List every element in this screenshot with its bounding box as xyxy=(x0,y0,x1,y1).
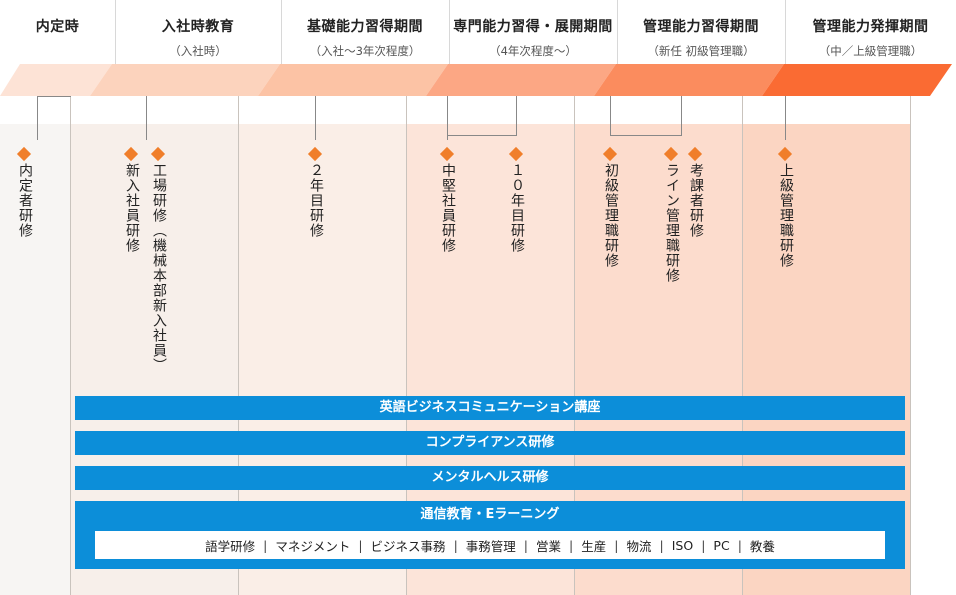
separator: | xyxy=(358,537,363,553)
column-divider xyxy=(406,96,407,595)
phase-arrow-kiso xyxy=(258,64,448,96)
phase-title: 専門能力習得・展開期間 xyxy=(453,19,613,35)
phase-arrow-kanri-shutoku xyxy=(594,64,784,96)
elearning-course-list: 語学研修 | マネジメント | ビジネス事務 | 事務管理 | 営業 | 生産 … xyxy=(95,531,885,559)
phase-title: 管理能力発揮期間 xyxy=(812,19,929,35)
separator: | xyxy=(453,537,458,553)
course-item: 事務管理 xyxy=(465,538,516,554)
leader-line xyxy=(315,96,316,140)
course-item: 語学研修 xyxy=(205,538,256,554)
bar-label: コンプライアンス研修 xyxy=(425,435,555,450)
course-item: ビジネス事務 xyxy=(370,538,446,554)
bar-elearning: 通信教育・Eラーニング 語学研修 | マネジメント | ビジネス事務 | 事務管… xyxy=(75,501,905,569)
training-shokyu: 初級管理職研修 xyxy=(603,163,619,268)
phase-arrow-nyusha xyxy=(90,64,280,96)
separator: | xyxy=(614,537,619,553)
phase-title: 管理能力習得期間 xyxy=(643,19,759,35)
phase-arrow-senmon xyxy=(426,64,616,96)
course-item: マネジメント xyxy=(275,538,351,554)
phase-header-kiso: 基礎能力習得期間 （入社～3年次程度） xyxy=(281,0,449,64)
phase-header-senmon: 専門能力習得・展開期間 （4年次程度～） xyxy=(449,0,617,64)
column-divider xyxy=(70,96,71,595)
phase-header-kanri-hakki: 管理能力発揮期間 （中／上級管理職） xyxy=(785,0,956,64)
course-item: 教養 xyxy=(749,538,775,554)
training-10nenme: １０年目研修 xyxy=(509,163,525,253)
separator: | xyxy=(569,537,574,553)
phase-subtitle: （入社時） xyxy=(169,44,227,58)
training-jokyu: 上級管理職研修 xyxy=(778,163,794,268)
separator: | xyxy=(659,537,664,553)
course-item: PC xyxy=(713,537,730,553)
header-divider xyxy=(449,0,450,64)
bar-compliance: コンプライアンス研修 xyxy=(75,431,905,455)
column-divider xyxy=(238,96,239,595)
separator: | xyxy=(701,537,706,553)
column-divider xyxy=(910,96,911,595)
phase-title: 基礎能力習得期間 xyxy=(307,19,423,35)
phase-subtitle: （新任 初級管理職） xyxy=(647,44,755,58)
leader-line xyxy=(785,96,786,140)
phase-header-naitei: 内定時 xyxy=(0,0,115,64)
phase-subtitle: （4年次程度～） xyxy=(489,44,577,58)
training-line: ライン管理職研修 xyxy=(664,163,680,283)
leader-line xyxy=(447,96,517,136)
course-item: 物流 xyxy=(626,538,652,554)
bar-label: 通信教育・Eラーニング xyxy=(420,507,560,522)
header-divider xyxy=(785,0,786,64)
phase-arrow-kanri-hakki xyxy=(762,64,952,96)
bar-mental: メンタルヘルス研修 xyxy=(75,466,905,490)
course-item: ISO xyxy=(671,537,694,553)
leader-line xyxy=(37,96,71,97)
training-naiteisha: 内定者研修 xyxy=(17,163,33,238)
phase-subtitle: （中／上級管理職） xyxy=(818,44,923,58)
training-2nenme: ２年目研修 xyxy=(308,163,324,238)
separator: | xyxy=(263,537,268,553)
leader-line xyxy=(146,96,147,140)
column-divider xyxy=(574,96,575,595)
phase-header-kanri-shutoku: 管理能力習得期間 （新任 初級管理職） xyxy=(617,0,785,64)
header-divider xyxy=(115,0,116,64)
course-item: 営業 xyxy=(536,538,562,554)
leader-line xyxy=(37,96,38,140)
header-divider xyxy=(617,0,618,64)
header-divider xyxy=(281,0,282,64)
separator: | xyxy=(523,537,529,553)
separator: | xyxy=(737,537,742,553)
training-kouka: 考課者研修 xyxy=(688,163,704,238)
leader-line xyxy=(610,96,682,136)
training-chuken: 中堅社員研修 xyxy=(440,163,456,253)
training-shinnyu: 新入社員研修 xyxy=(124,163,140,253)
bar-english: 英語ビジネスコミュニケーション講座 xyxy=(75,396,905,420)
course-item: 生産 xyxy=(581,538,607,554)
column-divider xyxy=(742,96,743,595)
phase-arrow-band xyxy=(0,64,952,96)
phase-arrow-naitei xyxy=(0,64,112,96)
phase-subtitle: （入社～3年次程度） xyxy=(309,44,421,58)
column-bg-naitei xyxy=(0,124,70,595)
training-kojo: 工場研修（機械本部新入社員） xyxy=(151,163,167,373)
bar-label: メンタルヘルス研修 xyxy=(431,470,549,485)
bar-label: 英語ビジネスコミュニケーション講座 xyxy=(379,400,601,415)
phase-title: 入社時教育 xyxy=(161,19,235,35)
phase-header-nyusha: 入社時教育 （入社時） xyxy=(115,0,281,64)
leader-line xyxy=(447,96,448,140)
phase-title: 内定時 xyxy=(35,19,80,35)
